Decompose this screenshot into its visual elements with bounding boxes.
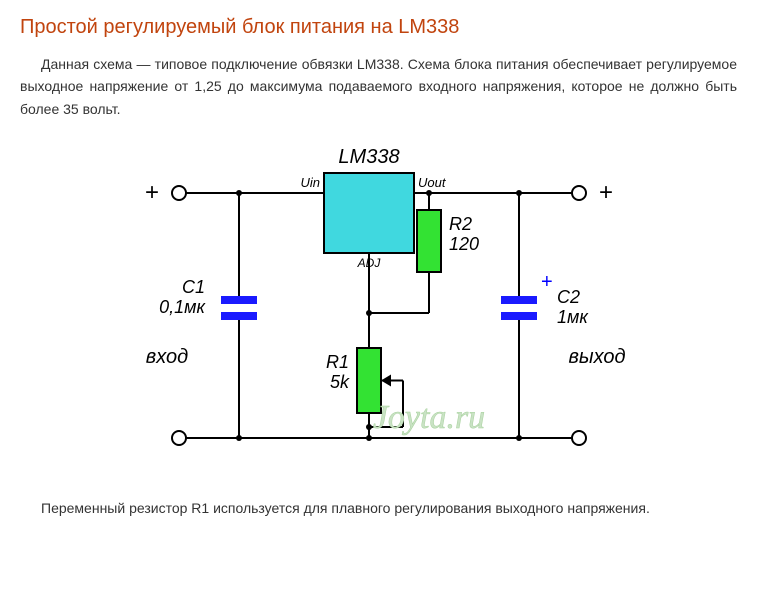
note-paragraph: Переменный резистор R1 используется для …: [20, 497, 737, 519]
svg-text:C2: C2: [557, 287, 580, 307]
svg-text:+: +: [144, 179, 158, 206]
svg-text:+: +: [541, 271, 553, 293]
svg-text:5k: 5k: [329, 372, 349, 392]
svg-text:Joyta.ru: Joyta.ru: [372, 399, 484, 436]
svg-text:C1: C1: [181, 277, 204, 297]
svg-text:1мк: 1мк: [557, 307, 589, 327]
svg-text:LM338: LM338: [338, 146, 399, 168]
svg-text:120: 120: [449, 234, 479, 254]
svg-text:выход: выход: [568, 346, 625, 368]
page-title: Простой регулируемый блок питания на LM3…: [20, 16, 737, 39]
svg-text:R1: R1: [325, 352, 348, 372]
svg-text:Uin: Uin: [300, 175, 320, 190]
svg-text:+: +: [599, 179, 613, 206]
schematic-container: LM338UinUoutADJC10,1мк+C21мкR2120R15k++в…: [20, 138, 737, 483]
intro-paragraph: Данная схема — типовое подключение обвяз…: [20, 53, 737, 120]
svg-text:0,1мк: 0,1мк: [159, 297, 206, 317]
svg-text:R2: R2: [449, 214, 472, 234]
svg-text:Uout: Uout: [418, 175, 447, 190]
circuit-svg: LM338UinUoutADJC10,1мк+C21мкR2120R15k++в…: [99, 138, 659, 478]
svg-text:вход: вход: [145, 346, 187, 368]
